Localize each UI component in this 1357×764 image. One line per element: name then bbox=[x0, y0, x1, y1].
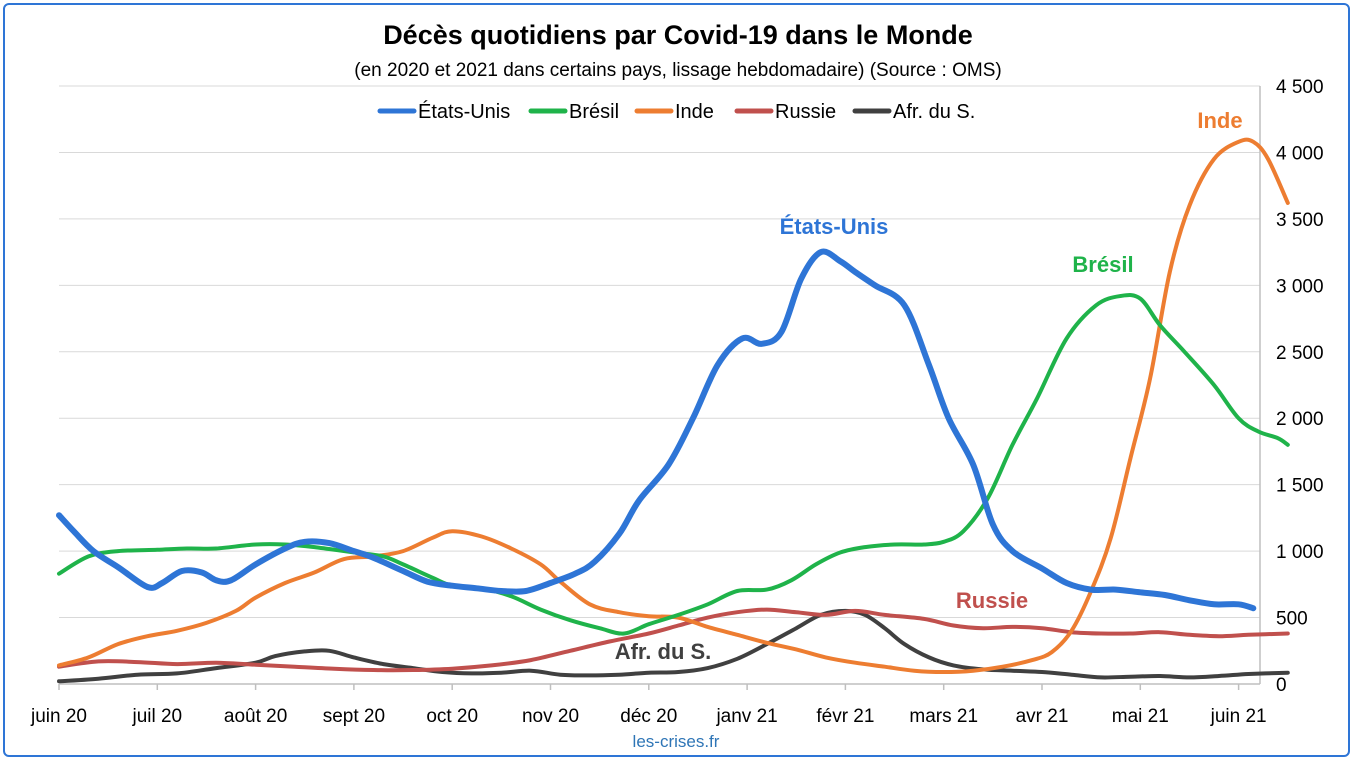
legend: États-Unis Brésil Inde Russie Afr. du S. bbox=[377, 100, 975, 123]
legend-label: Inde bbox=[675, 101, 714, 123]
annotation-etats-unis: États-Unis bbox=[780, 214, 889, 239]
legend-label: Russie bbox=[775, 101, 836, 123]
annotation-inde: Inde bbox=[1197, 108, 1242, 133]
legend-item-etats-unis: États-Unis bbox=[377, 100, 510, 123]
legend-item-russie: Russie bbox=[734, 101, 836, 123]
legend-label: Brésil bbox=[569, 101, 619, 123]
y-tick-label: 4 000 bbox=[1276, 143, 1324, 164]
x-tick-label: juin 21 bbox=[1210, 706, 1267, 727]
annotation-bresil: Brésil bbox=[1072, 252, 1133, 277]
x-tick-label: févr 21 bbox=[816, 706, 874, 727]
y-tick-label: 4 500 bbox=[1276, 77, 1324, 98]
y-tick-label: 2 000 bbox=[1276, 409, 1324, 430]
source-note: les-crises.fr bbox=[633, 732, 720, 751]
chart-subtitle: (en 2020 et 2021 dans certains pays, lis… bbox=[354, 60, 1001, 81]
chart-title: Décès quotidiens par Covid-19 dans le Mo… bbox=[383, 20, 973, 50]
legend-item-inde: Inde bbox=[634, 101, 714, 123]
x-tick-label: juin 20 bbox=[30, 706, 87, 727]
y-tick-label: 0 bbox=[1276, 675, 1287, 696]
x-tick-label: mars 21 bbox=[909, 706, 978, 727]
y-tick-label: 3 500 bbox=[1276, 210, 1324, 231]
x-tick-label: juil 20 bbox=[131, 706, 182, 727]
y-tick-label: 2 500 bbox=[1276, 343, 1324, 364]
x-tick-label: oct 20 bbox=[426, 706, 478, 727]
y-tick-label: 1 000 bbox=[1276, 542, 1324, 563]
x-tick-label: janv 21 bbox=[715, 706, 777, 727]
gridlines bbox=[59, 85, 1260, 619]
y-axis-tick-labels: 0 500 1 000 1 500 2 000 2 500 3 000 3 500 4 000 4… bbox=[1276, 77, 1324, 696]
legend-item-afr-du-s: Afr. du S. bbox=[852, 101, 975, 123]
legend-label: Afr. du S. bbox=[893, 101, 975, 123]
y-tick-label: 1 500 bbox=[1276, 476, 1324, 497]
series-line-etats-unis bbox=[56, 248, 1257, 612]
axes bbox=[59, 86, 1261, 685]
series-annotations: États-Unis Brésil Inde Russie Afr. du S. bbox=[615, 108, 1243, 664]
x-tick-label: août 20 bbox=[224, 706, 287, 727]
series-line-inde bbox=[57, 137, 1290, 674]
x-tick-label: sept 20 bbox=[323, 706, 385, 727]
series-line-russie bbox=[57, 607, 1290, 673]
series-line-bresil bbox=[57, 293, 1290, 636]
annotation-afr-du-s: Afr. du S. bbox=[615, 639, 712, 664]
series-line-afr-du-s bbox=[57, 608, 1290, 684]
x-tick-label: mai 21 bbox=[1112, 706, 1169, 727]
legend-label: États-Unis bbox=[418, 100, 510, 123]
legend-item-bresil: Brésil bbox=[528, 101, 619, 123]
y-tick-label: 3 000 bbox=[1276, 276, 1324, 297]
x-tick-label: déc 20 bbox=[620, 706, 677, 727]
annotation-russie: Russie bbox=[956, 588, 1028, 613]
x-axis-tick-labels: juin 20 juil 20 août 20 sept 20 oct 20 nov 20… bbox=[30, 684, 1267, 727]
series-lines bbox=[56, 137, 1290, 684]
y-tick-label: 500 bbox=[1276, 609, 1308, 630]
x-tick-label: nov 20 bbox=[522, 706, 579, 727]
x-tick-label: avr 21 bbox=[1016, 706, 1069, 727]
chart-frame bbox=[3, 3, 1350, 757]
